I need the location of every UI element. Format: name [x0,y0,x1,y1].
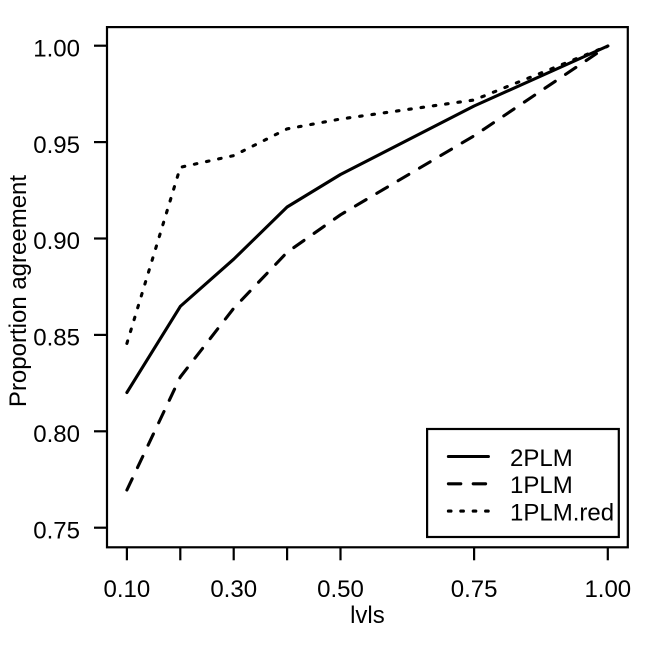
svg-text:2PLM: 2PLM [510,445,573,472]
svg-text:0.30: 0.30 [210,576,257,603]
svg-text:0.10: 0.10 [104,576,151,603]
svg-text:0.90: 0.90 [33,228,80,255]
svg-text:lvls: lvls [350,602,385,629]
svg-text:0.75: 0.75 [451,576,498,603]
svg-text:0.95: 0.95 [33,132,80,159]
svg-text:1.00: 1.00 [584,576,631,603]
svg-text:Proportion agreement: Proportion agreement [5,175,32,407]
svg-text:0.80: 0.80 [33,421,80,448]
svg-text:1PLM.red: 1PLM.red [510,499,614,526]
svg-text:1.00: 1.00 [33,35,80,62]
svg-text:0.50: 0.50 [317,576,364,603]
svg-text:0.85: 0.85 [33,325,80,352]
svg-text:0.75: 0.75 [33,517,80,544]
svg-text:1PLM: 1PLM [510,472,573,499]
